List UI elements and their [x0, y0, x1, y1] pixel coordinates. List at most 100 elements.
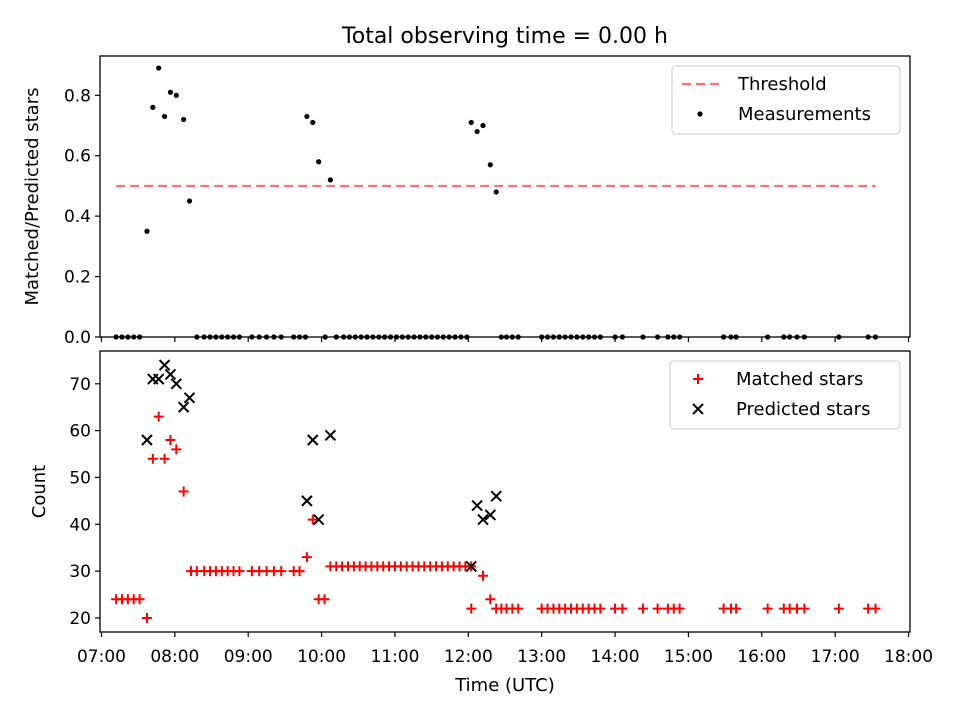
data-point	[665, 334, 671, 340]
data-point	[167, 89, 174, 95]
data-point	[574, 334, 580, 340]
data-point	[352, 334, 358, 340]
legend-label: Predicted stars	[736, 399, 870, 420]
data-point	[304, 113, 310, 120]
data-point	[153, 411, 164, 422]
data-point	[731, 603, 742, 614]
data-point	[340, 334, 347, 340]
data-point	[141, 612, 152, 623]
data-point	[156, 65, 162, 71]
y-tick-label: 50	[69, 468, 91, 488]
legend-box	[671, 65, 901, 135]
data-point	[399, 334, 405, 340]
data-point	[158, 359, 171, 371]
data-point	[787, 334, 793, 340]
data-point	[327, 177, 333, 183]
data-point	[580, 334, 586, 340]
data-point	[655, 334, 661, 340]
data-point	[556, 334, 562, 340]
data-point	[177, 401, 190, 413]
data-point	[333, 334, 339, 340]
data-point	[165, 434, 176, 445]
data-point	[515, 334, 521, 340]
data-point	[762, 603, 773, 614]
data-point	[249, 334, 255, 340]
x-tick-label: 16:00	[737, 647, 786, 667]
data-point	[271, 334, 277, 340]
y-axis-label: Matched/Predicted stars	[22, 88, 43, 306]
data-point	[201, 334, 207, 340]
data-point	[539, 334, 545, 340]
data-point	[301, 552, 312, 563]
data-point	[113, 334, 119, 340]
y-axis-label: Count	[29, 465, 50, 518]
data-point	[728, 334, 734, 340]
data-point	[466, 603, 477, 614]
data-point	[597, 334, 603, 340]
data-point	[219, 334, 225, 340]
data-point	[324, 429, 337, 442]
data-point	[310, 119, 316, 126]
data-point	[721, 334, 727, 340]
data-point	[733, 334, 739, 340]
data-point	[316, 159, 322, 165]
data-point	[464, 334, 470, 340]
data-point	[294, 566, 305, 577]
data-point	[186, 198, 193, 204]
data-point	[586, 334, 592, 340]
x-tick-label: 13:00	[517, 647, 566, 667]
x-tick-label: 18:00	[884, 647, 933, 667]
data-point	[429, 334, 435, 340]
data-point	[164, 368, 177, 381]
data-point	[161, 113, 168, 120]
data-point	[833, 603, 844, 614]
y-tick-label: 0.4	[64, 207, 91, 227]
data-point	[465, 560, 477, 573]
y-tick-label: 0.0	[64, 328, 91, 348]
data-point	[480, 122, 486, 129]
y-tick-label: 0.8	[64, 86, 91, 106]
data-point	[170, 378, 183, 390]
data-point	[794, 334, 800, 340]
data-point	[291, 334, 297, 340]
data-point	[307, 514, 318, 525]
legend: Threshold Measurements	[671, 65, 901, 135]
y-tick-label: 70	[69, 375, 91, 395]
data-point	[591, 334, 598, 340]
data-point	[765, 334, 771, 340]
data-point	[498, 334, 504, 340]
data-point	[477, 570, 488, 581]
data-point	[144, 228, 150, 234]
data-point	[376, 334, 382, 340]
data-point	[230, 334, 237, 340]
data-point	[382, 334, 388, 340]
y-tick-label: 40	[69, 515, 91, 535]
data-point	[674, 603, 685, 614]
y-tick-label: 30	[69, 562, 91, 582]
y-tick-label: 60	[69, 422, 91, 442]
data-point	[147, 453, 158, 464]
plot-frame	[99, 350, 911, 633]
data-point	[619, 334, 625, 340]
x-tick-label: 12:00	[444, 647, 493, 667]
y-tick-label: 0.6	[64, 147, 91, 167]
data-point	[836, 334, 842, 340]
data-point	[865, 334, 871, 340]
data-point	[872, 334, 879, 340]
data-point	[550, 334, 557, 340]
data-point	[302, 334, 309, 340]
legend-label: Matched stars	[736, 369, 863, 390]
top-panel: 0.0 0.2 0.4 0.6 0.8 Matched/Predicted stars Th…	[22, 55, 911, 348]
data-point	[263, 334, 270, 340]
data-point	[171, 444, 182, 455]
data-point	[417, 334, 423, 340]
data-point	[513, 603, 524, 614]
data-point	[346, 334, 353, 340]
data-point	[652, 603, 663, 614]
data-point	[493, 189, 499, 195]
x-tick-label: 07:00	[77, 647, 126, 667]
data-point	[468, 119, 474, 126]
data-point	[256, 334, 262, 340]
data-point	[637, 603, 648, 614]
